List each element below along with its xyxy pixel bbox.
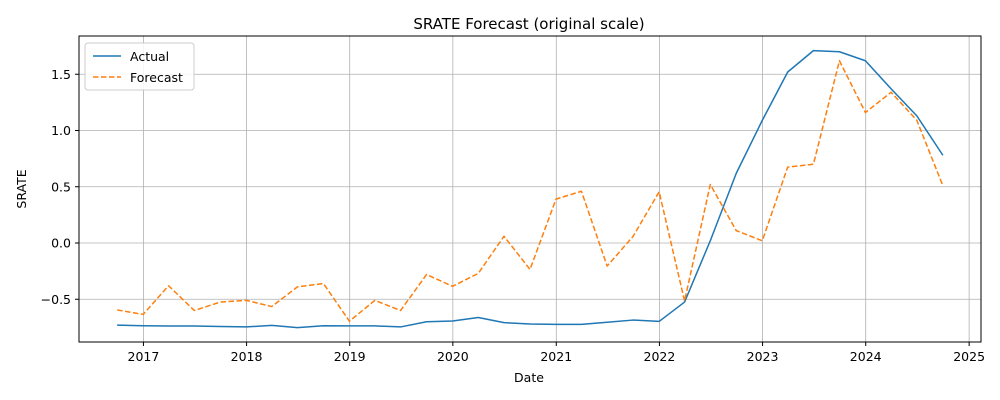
x-tick-label: 2018 — [231, 349, 263, 364]
x-axis-title: Date — [514, 370, 544, 385]
x-tick-label: 2025 — [953, 349, 985, 364]
chart-title: SRATE Forecast (original scale) — [413, 15, 644, 33]
x-tick-label: 2024 — [850, 349, 882, 364]
legend-label-forecast: Forecast — [130, 70, 183, 85]
x-tick-label: 2023 — [747, 349, 779, 364]
y-axis-title: SRATE — [14, 169, 29, 208]
y-tick-label: 1.0 — [51, 123, 71, 138]
legend-label-actual: Actual — [130, 49, 169, 64]
plot-frame — [78, 35, 982, 343]
x-tick-label: 2019 — [334, 349, 366, 364]
y-tick-label: −0.5 — [41, 292, 71, 307]
legend: Actual Forecast — [84, 42, 195, 91]
series-line-actual — [117, 49, 944, 329]
y-tick-label: 1.5 — [51, 67, 71, 82]
x-axis: 2017 2018 2019 2020 2021 2022 2023 2024 2025 — [128, 342, 985, 364]
legend-box — [84, 42, 195, 91]
series-layer — [117, 49, 944, 329]
y-axis: −0.5 0.0 0.5 1.0 1.5 — [41, 67, 79, 307]
series-line-forecast — [117, 60, 944, 322]
grid — [79, 36, 981, 342]
x-tick-label: 2021 — [540, 349, 572, 364]
x-tick-label: 2022 — [644, 349, 676, 364]
y-tick-label: 0.5 — [51, 179, 71, 194]
x-tick-label: 2020 — [437, 349, 469, 364]
x-tick-label: 2017 — [128, 349, 160, 364]
y-tick-label: 0.0 — [51, 236, 71, 251]
